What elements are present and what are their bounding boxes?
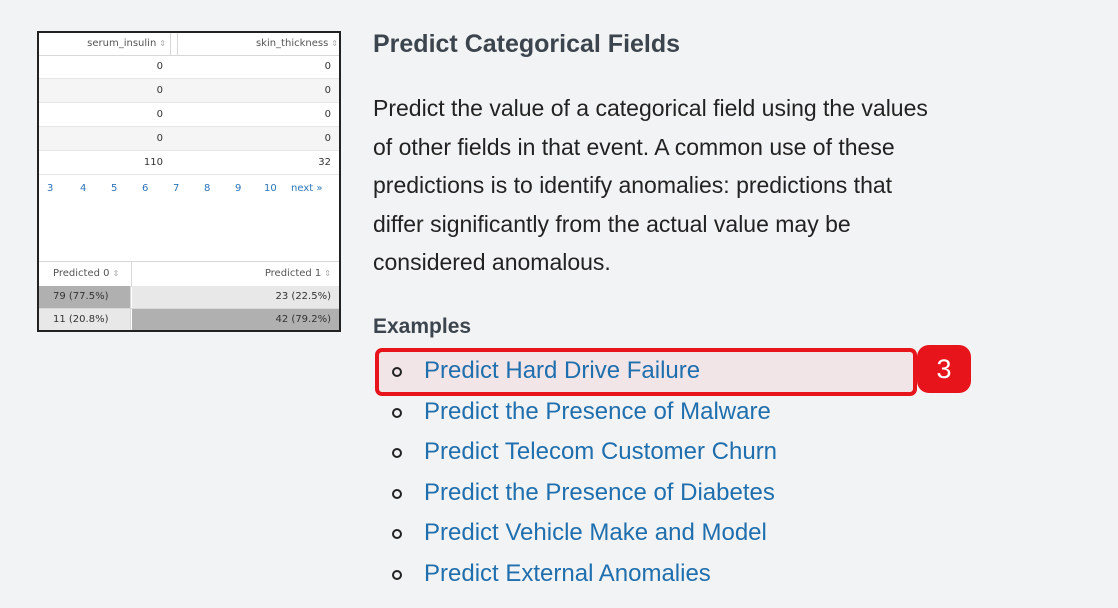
table-row: 11 (20.8%) 42 (79.2%) xyxy=(39,309,339,330)
table-cell: 0 xyxy=(324,85,331,96)
column-header-serum-insulin: serum_insulin ⇕ xyxy=(39,33,171,55)
pagination: 3 4 5 6 7 8 9 10 next » xyxy=(39,178,339,200)
table-cell: 79 (77.5%) xyxy=(39,286,131,308)
example-link-vehicle-make-model[interactable]: Predict Vehicle Make and Model xyxy=(424,519,767,546)
table-row: 79 (77.5%) 23 (22.5%) xyxy=(39,286,339,309)
table-cell: 0 xyxy=(156,61,163,72)
table-cell: 0 xyxy=(324,109,331,120)
column-header-predicted-0: Predicted 0 ⇕ xyxy=(53,262,119,286)
table-cell: 32 xyxy=(318,157,331,168)
sort-icon: ⇕ xyxy=(331,39,338,48)
example-link-telecom-churn[interactable]: Predict Telecom Customer Churn xyxy=(424,438,778,465)
page-link-9: 9 xyxy=(235,183,242,194)
table-cell: 42 (79.2%) xyxy=(132,309,339,330)
bullet-icon xyxy=(392,448,402,458)
bullet-icon xyxy=(392,569,402,580)
list-item: Predict External Anomalies xyxy=(392,554,777,595)
column-divider xyxy=(131,262,132,286)
list-item: Predict Hard Drive Failure xyxy=(392,351,777,392)
example-link-malware[interactable]: Predict the Presence of Malware xyxy=(424,397,771,425)
column-header-predicted-1: Predicted 1 ⇕ xyxy=(265,262,331,286)
list-item: Predict Telecom Customer Churn xyxy=(392,432,777,473)
table-cell: 0 xyxy=(324,61,331,72)
table-header: serum_insulin ⇕ skin_thickness ⇕ xyxy=(39,33,339,56)
page-link-5: 5 xyxy=(111,183,118,194)
step-number-badge: 3 xyxy=(917,345,971,393)
example-link-external-anomalies[interactable]: Predict External Anomalies xyxy=(424,559,711,587)
sort-icon: ⇕ xyxy=(159,39,166,48)
bullet-icon xyxy=(392,407,402,418)
list-item: Predict the Presence of Malware xyxy=(392,392,777,433)
bullet-icon xyxy=(392,488,402,499)
page-link-6: 6 xyxy=(142,183,149,194)
table-cell: 0 xyxy=(324,133,331,144)
list-item: Predict Vehicle Make and Model xyxy=(392,513,777,554)
table-cell: 0 xyxy=(156,133,163,144)
description-line: predictions is to identify anomalies: pr… xyxy=(373,172,893,198)
examples-list: Predict Hard Drive Failure Predict the P… xyxy=(392,351,777,594)
description-line: differ significantly from the actual val… xyxy=(373,210,851,237)
description: Predict the value of a categorical field… xyxy=(373,89,1073,282)
page-link-4: 4 xyxy=(80,183,87,194)
table-row: 110 32 xyxy=(39,151,339,175)
sort-icon: ⇕ xyxy=(112,269,120,278)
table-cell: 0 xyxy=(156,109,163,120)
column-header-label: skin_thickness xyxy=(255,38,329,49)
table-row: 0 0 xyxy=(39,127,339,151)
next-page-link: next » xyxy=(291,183,323,194)
highlight-box xyxy=(375,348,917,396)
column-header-skin-thickness: skin_thickness ⇕ xyxy=(177,33,338,55)
column-header-label: Predicted 0 xyxy=(53,268,110,279)
sort-icon: ⇕ xyxy=(324,269,331,278)
table-row: 0 0 xyxy=(39,79,339,103)
list-item: Predict the Presence of Diabetes xyxy=(392,473,777,514)
description-line: considered anomalous. xyxy=(373,249,611,275)
example-link-diabetes[interactable]: Predict the Presence of Diabetes xyxy=(424,478,775,506)
table-cell: 23 (22.5%) xyxy=(132,286,339,308)
bullet-icon xyxy=(392,367,402,377)
column-header-label: Predicted 1 xyxy=(264,268,322,279)
table-cell: 110 xyxy=(143,157,163,168)
description-line: of other fields in that event. A common … xyxy=(373,133,895,160)
table-row: 0 0 xyxy=(39,55,339,79)
page-link-3: 3 xyxy=(47,183,54,194)
page-title: Predict Categorical Fields xyxy=(373,30,681,58)
page-link-7: 7 xyxy=(173,183,180,194)
page-link-8: 8 xyxy=(204,183,211,194)
example-link-hard-drive-failure[interactable]: Predict Hard Drive Failure xyxy=(424,357,701,384)
examples-heading: Examples xyxy=(373,315,472,338)
table-row: 0 0 xyxy=(39,103,339,127)
preview-thumbnail: serum_insulin ⇕ skin_thickness ⇕ 0 0 0 0 0… xyxy=(37,31,341,332)
table-cell: 11 (20.8%) xyxy=(39,309,131,330)
bullet-icon xyxy=(392,529,402,539)
description-line: Predict the value of a categorical field… xyxy=(373,95,928,121)
table-cell: 0 xyxy=(156,85,163,96)
predicted-table-header: Predicted 0 ⇕ Predicted 1 ⇕ xyxy=(39,261,339,287)
page-link-10: 10 xyxy=(264,183,277,194)
column-header-label: serum_insulin xyxy=(87,38,157,49)
